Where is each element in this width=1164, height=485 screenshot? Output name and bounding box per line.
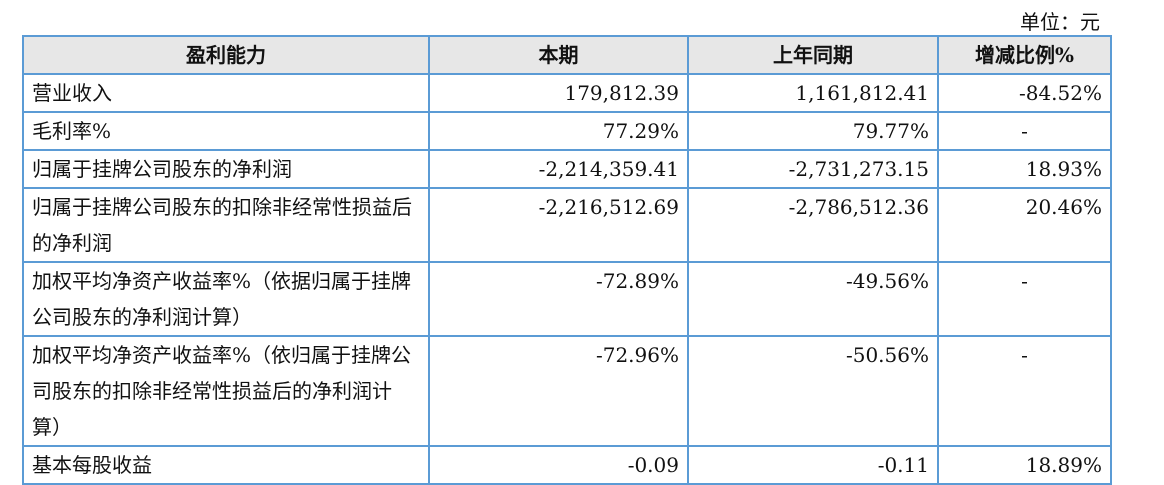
current-value: -2,214,359.41 [428, 149, 689, 189]
previous-value: -50.56% [687, 335, 939, 447]
change-value: - [937, 261, 1112, 337]
table-row: 基本每股收益 -0.09 -0.11 18.89% [22, 445, 1112, 485]
current-value: -72.89% [428, 261, 689, 337]
table-row: 加权平均净资产收益率%（依归属于挂牌公司股东的扣除非经常性损益后的净利润计算） -… [22, 335, 1112, 447]
current-value: -0.09 [428, 445, 689, 485]
unit-label: 单位：元 [1020, 10, 1100, 34]
change-value: - [937, 111, 1112, 151]
header-profitability: 盈利能力 [22, 35, 430, 75]
change-value: - [937, 335, 1112, 447]
previous-value: -2,786,512.36 [687, 187, 939, 263]
change-value: 20.46% [937, 187, 1112, 263]
change-value: -84.52% [937, 73, 1112, 113]
row-label: 基本每股收益 [22, 445, 430, 485]
profitability-table: 盈利能力 本期 上年同期 增减比例% 营业收入 179,812.39 1,161,8… [22, 35, 1112, 485]
previous-value: 1,161,812.41 [687, 73, 939, 113]
row-label: 加权平均净资产收益率%（依归属于挂牌公司股东的扣除非经常性损益后的净利润计算） [22, 335, 430, 447]
row-label: 归属于挂牌公司股东的净利润 [22, 149, 430, 189]
row-label: 毛利率% [22, 111, 430, 151]
table-row: 归属于挂牌公司股东的扣除非经常性损益后的净利润 -2,216,512.69 -2,7… [22, 187, 1112, 263]
current-value: 77.29% [428, 111, 689, 151]
header-previous-period: 上年同期 [687, 35, 939, 75]
header-change-percent: 增减比例% [937, 35, 1112, 75]
current-value: 179,812.39 [428, 73, 689, 113]
row-label: 加权平均净资产收益率%（依据归属于挂牌公司股东的净利润计算） [22, 261, 430, 337]
change-value: 18.93% [937, 149, 1112, 189]
previous-value: 79.77% [687, 111, 939, 151]
row-label: 归属于挂牌公司股东的扣除非经常性损益后的净利润 [22, 187, 430, 263]
table-row: 归属于挂牌公司股东的净利润 -2,214,359.41 -2,731,273.15 1… [22, 149, 1112, 189]
table-row: 毛利率% 77.29% 79.77% - [22, 111, 1112, 151]
previous-value: -2,731,273.15 [687, 149, 939, 189]
table-row: 加权平均净资产收益率%（依据归属于挂牌公司股东的净利润计算） -72.89% -49… [22, 261, 1112, 337]
change-value: 18.89% [937, 445, 1112, 485]
table-row: 营业收入 179,812.39 1,161,812.41 -84.52% [22, 73, 1112, 113]
current-value: -2,216,512.69 [428, 187, 689, 263]
row-label: 营业收入 [22, 73, 430, 113]
previous-value: -49.56% [687, 261, 939, 337]
current-value: -72.96% [428, 335, 689, 447]
header-row: 盈利能力 本期 上年同期 增减比例% [22, 35, 1112, 75]
header-current-period: 本期 [428, 35, 689, 75]
previous-value: -0.11 [687, 445, 939, 485]
